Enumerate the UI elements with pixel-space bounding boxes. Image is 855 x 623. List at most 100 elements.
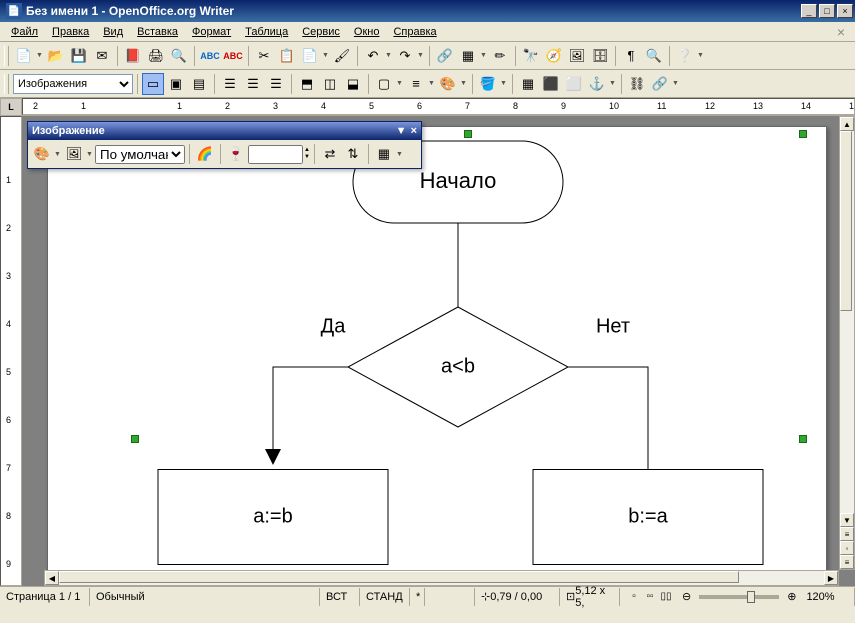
undo-dropdown[interactable]: ▼	[385, 52, 393, 59]
filter-dropdown[interactable]: ▼	[54, 151, 62, 158]
minimize-button[interactable]: _	[801, 4, 817, 18]
horizontal-ruler[interactable]: 21123456789101112131415	[22, 98, 855, 115]
view-multi-button[interactable]: ▫▫	[642, 590, 658, 604]
style-select[interactable]: Изображения	[13, 74, 133, 94]
frame-props-button[interactable]: ▦	[517, 73, 539, 95]
zoom-value[interactable]: 120%	[806, 591, 834, 603]
selection-handle[interactable]	[799, 130, 807, 138]
scroll-up-button[interactable]: ▲	[840, 117, 854, 131]
table-dropdown[interactable]: ▼	[480, 52, 488, 59]
bgcolor-button[interactable]: 🪣	[477, 73, 499, 95]
spin-up[interactable]: ▲	[304, 147, 310, 154]
ruler-corner[interactable]: L	[0, 98, 22, 116]
nav-button[interactable]: ◦	[840, 541, 854, 555]
wrap-off-button[interactable]: ▭	[142, 73, 164, 95]
view-single-button[interactable]: ▫	[626, 590, 642, 604]
undo-button[interactable]: ↶	[362, 45, 384, 67]
vertical-ruler[interactable]: 123456789	[0, 116, 22, 586]
pdf-button[interactable]: 📕	[122, 45, 144, 67]
graphics-mode-select[interactable]: По умолчанию	[95, 145, 185, 164]
image-toolbar[interactable]: Изображение ▼ × 🎨▼ 🖼▼ По умолчанию 🌈 🍷 ▲…	[27, 121, 422, 169]
hyperlink-button[interactable]: 🔗	[434, 45, 456, 67]
unlink-button[interactable]: ⛓	[626, 73, 648, 95]
paste-button[interactable]: 📄	[299, 45, 321, 67]
menu-view[interactable]: Вид	[96, 24, 130, 40]
link-button[interactable]: 🔗	[649, 73, 671, 95]
align-top-button[interactable]: ⬒	[296, 73, 318, 95]
status-insert[interactable]: ВСТ	[320, 588, 360, 606]
graphics-mode-button[interactable]: 🖼	[63, 143, 85, 165]
cut-button[interactable]: ✂	[253, 45, 275, 67]
table-button[interactable]: ▦	[457, 45, 479, 67]
vertical-scrollbar[interactable]: ▲ ▼ ≡ ◦ ≡	[839, 116, 855, 570]
toolbar-overflow[interactable]: ▼	[672, 80, 680, 87]
flowchart-node-left[interactable]: a:=b	[158, 470, 388, 565]
anchor-dropdown[interactable]: ▼	[609, 80, 617, 87]
email-button[interactable]: ✉	[91, 45, 113, 67]
align-middle-button[interactable]: ◫	[319, 73, 341, 95]
open-button[interactable]: 📂	[45, 45, 67, 67]
print-button[interactable]: 🖨	[145, 45, 167, 67]
save-button[interactable]: 💾	[68, 45, 90, 67]
redo-dropdown[interactable]: ▼	[417, 52, 425, 59]
format-paint-button[interactable]: 🖌	[331, 45, 353, 67]
scroll-right-button[interactable]: ▶	[824, 571, 838, 585]
image-toolbar-titlebar[interactable]: Изображение ▼ ×	[28, 122, 421, 140]
scroll-left-button[interactable]: ◀	[45, 571, 59, 585]
status-selection[interactable]: СТАНД	[360, 588, 410, 606]
preview-button[interactable]: 🔍	[168, 45, 190, 67]
linecolor-dropdown[interactable]: ▼	[460, 80, 468, 87]
zoom-button[interactable]: 🔍	[643, 45, 665, 67]
image-toolbar-menu[interactable]: ▼	[396, 125, 407, 137]
align-left-button[interactable]: ☰	[219, 73, 241, 95]
align-center-button[interactable]: ☰	[242, 73, 264, 95]
wrap-through-button[interactable]: ▤	[188, 73, 210, 95]
spellcheck-button[interactable]: ABC	[199, 45, 221, 67]
menu-insert[interactable]: Вставка	[130, 24, 185, 40]
draw-button[interactable]: ✏	[489, 45, 511, 67]
linecolor-button[interactable]: 🎨	[437, 73, 459, 95]
wrap-page-button[interactable]: ▣	[165, 73, 187, 95]
flip-h-button[interactable]: ⇄	[319, 143, 341, 165]
zoom-out-button[interactable]: ⊖	[682, 590, 691, 603]
help-button[interactable]: ❔	[674, 45, 696, 67]
borders-dropdown[interactable]: ▼	[396, 80, 404, 87]
status-page[interactable]: Страница 1 / 1	[0, 588, 90, 606]
transparency-input[interactable]	[248, 145, 303, 164]
scroll-down-button[interactable]: ▼	[840, 513, 854, 527]
selection-handle[interactable]	[131, 435, 139, 443]
toolbar-grip[interactable]	[4, 74, 9, 94]
menu-table[interactable]: Таблица	[238, 24, 295, 40]
status-position[interactable]: ⊹ 0,79 / 0,00	[475, 588, 560, 606]
redo-button[interactable]: ↷	[394, 45, 416, 67]
paste-dropdown[interactable]: ▼	[322, 52, 330, 59]
navigator-button[interactable]: 🧭	[543, 45, 565, 67]
nonprint-button[interactable]: ¶	[620, 45, 642, 67]
status-modified[interactable]: *	[410, 588, 425, 606]
front-button[interactable]: ⬛	[540, 73, 562, 95]
scroll-thumb[interactable]	[840, 131, 852, 311]
flowchart-node-cond[interactable]: a<b	[348, 307, 568, 427]
borders-button[interactable]: ▢	[373, 73, 395, 95]
frame-props-button[interactable]: ▦	[373, 143, 395, 165]
next-page-button[interactable]: ≡	[840, 555, 854, 569]
image-toolbar-close[interactable]: ×	[411, 125, 417, 137]
gallery-button[interactable]: 🖼	[566, 45, 588, 67]
image-toolbar-overflow[interactable]: ▼	[396, 151, 404, 158]
selection-handle[interactable]	[799, 435, 807, 443]
graphics-dropdown[interactable]: ▼	[86, 151, 94, 158]
find-button[interactable]: 🔭	[520, 45, 542, 67]
linestyle-button[interactable]: ≡	[405, 73, 427, 95]
flowchart-node-right[interactable]: b:=a	[533, 470, 763, 565]
datasource-button[interactable]: 🗄	[589, 45, 611, 67]
spin-down[interactable]: ▼	[304, 154, 310, 161]
scroll-thumb[interactable]	[59, 571, 739, 583]
new-button[interactable]: 📄	[13, 45, 35, 67]
horizontal-scrollbar[interactable]: ◀ ▶	[44, 570, 839, 586]
selection-handle[interactable]	[464, 130, 472, 138]
flip-v-button[interactable]: ⇅	[342, 143, 364, 165]
flowchart-node-no[interactable]: Нет	[596, 315, 630, 337]
prev-page-button[interactable]: ≡	[840, 527, 854, 541]
zoom-in-button[interactable]: ⊕	[787, 590, 796, 603]
close-button[interactable]: ×	[837, 4, 853, 18]
